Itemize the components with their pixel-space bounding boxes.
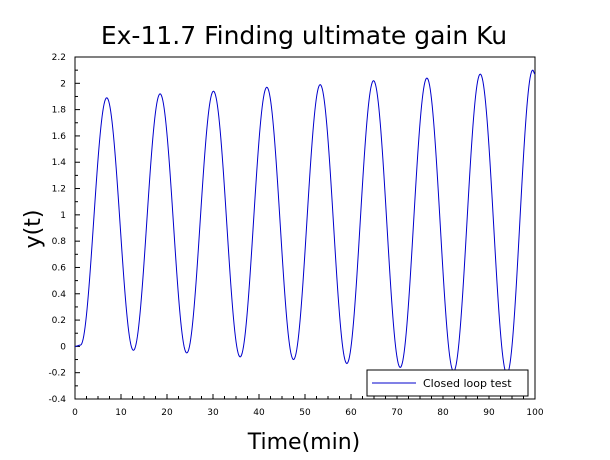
x-axis: 0 10 20 30 40 50 60 70 80 90 100 bbox=[72, 394, 544, 418]
x-tick-label: 40 bbox=[253, 408, 265, 418]
y-tick-label: 0.4 bbox=[52, 290, 67, 300]
y-tick-label: 1.2 bbox=[52, 185, 66, 195]
y-axis-label: y(t) bbox=[21, 210, 46, 249]
x-tick-label: 0 bbox=[72, 408, 78, 418]
plot-area bbox=[74, 56, 536, 400]
series-group bbox=[75, 69, 536, 375]
legend-series-label: Closed loop test bbox=[423, 377, 512, 390]
y-tick-label: 0.8 bbox=[52, 237, 67, 247]
y-axis: -0.4 -0.2 0 0.2 0.4 0.6 0.8 1 1.2 1.4 1.6 1.8 2 2.2 bbox=[48, 53, 80, 405]
x-axis-label: Time(min) bbox=[247, 430, 361, 455]
y-tick-label: 1.8 bbox=[52, 106, 67, 116]
x-tick-label: 60 bbox=[345, 408, 357, 418]
x-tick-label: 100 bbox=[526, 408, 543, 418]
x-tick-label: 10 bbox=[115, 408, 127, 418]
series-line-closed-loop-test bbox=[75, 69, 536, 375]
x-tick-label: 90 bbox=[483, 408, 495, 418]
y-tick-label: -0.4 bbox=[48, 395, 66, 405]
y-tick-label: 0.2 bbox=[52, 316, 66, 326]
legend: Closed loop test bbox=[366, 369, 529, 397]
y-tick-label: 0.6 bbox=[52, 263, 67, 273]
y-tick-label: 2 bbox=[60, 79, 66, 89]
y-tick-label: 1.6 bbox=[52, 132, 67, 142]
y-tick-label: -0.2 bbox=[48, 369, 66, 379]
y-tick-label: 1 bbox=[60, 211, 66, 221]
y-tick-label: 1.4 bbox=[52, 158, 67, 168]
y-tick-label: 0 bbox=[60, 342, 66, 352]
y-tick-label: 2.2 bbox=[52, 53, 66, 63]
x-tick-label: 30 bbox=[207, 408, 219, 418]
x-tick-label: 70 bbox=[391, 408, 403, 418]
x-tick-label: 50 bbox=[299, 408, 311, 418]
x-tick-label: 80 bbox=[437, 408, 449, 418]
x-tick-label: 20 bbox=[161, 408, 173, 418]
chart-title: Ex-11.7 Finding ultimate gain Ku bbox=[101, 21, 507, 50]
